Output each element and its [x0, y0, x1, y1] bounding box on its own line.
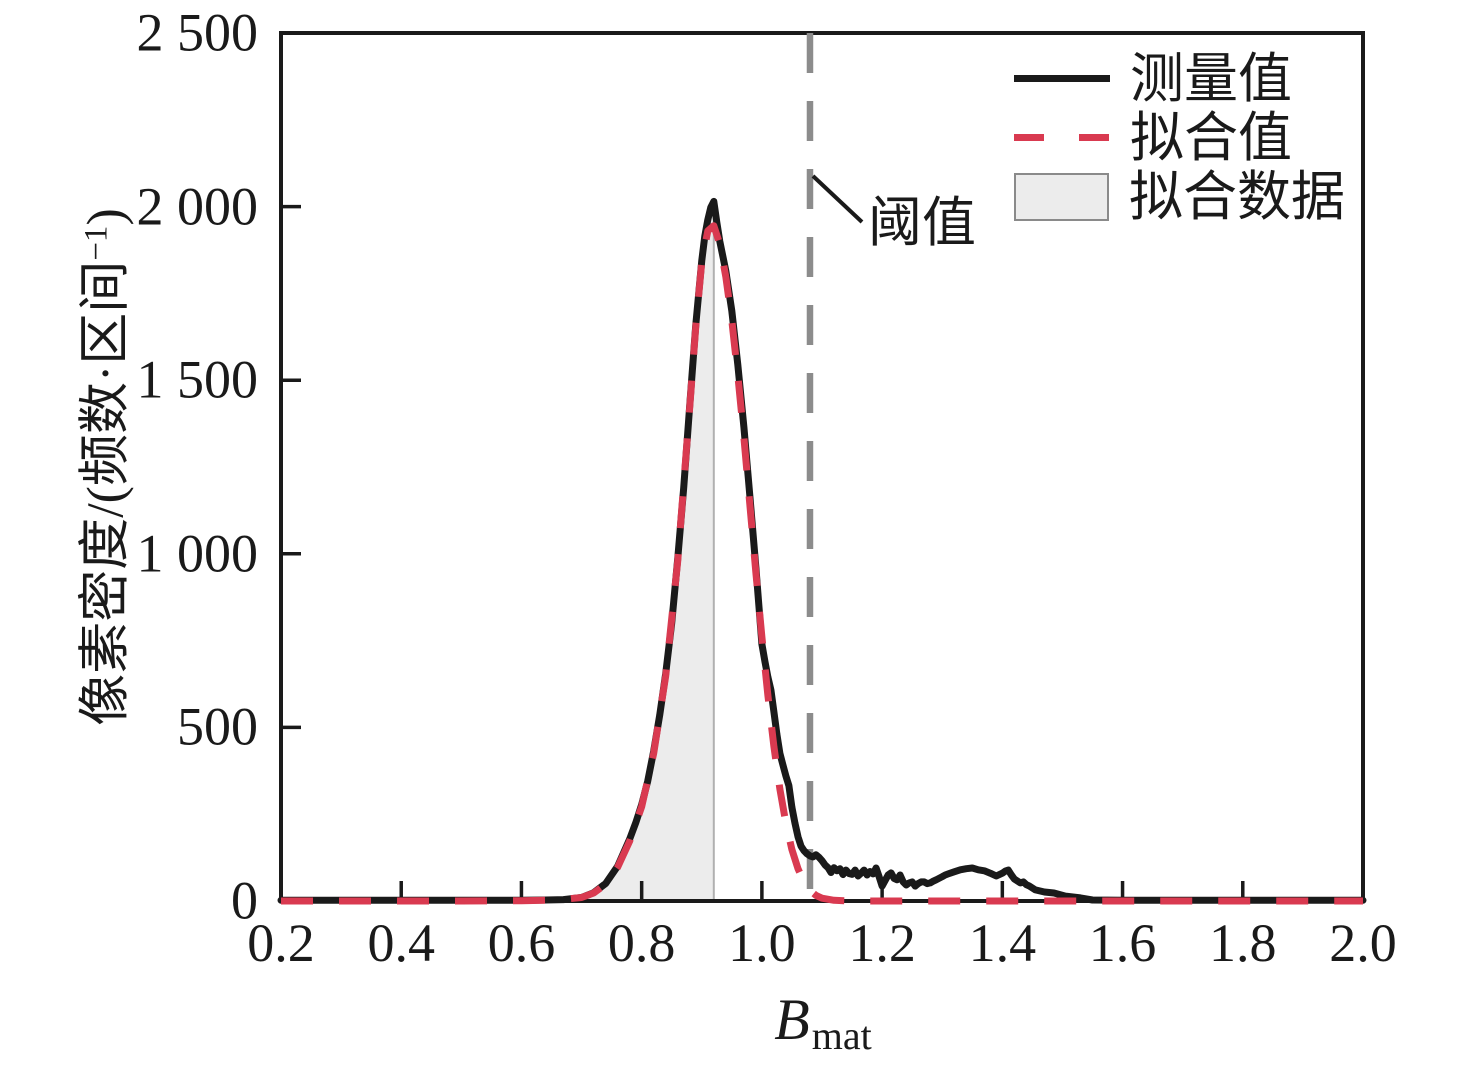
- legend-label-fitted: 拟合值: [1130, 107, 1292, 168]
- y-tick-label: 1 500: [136, 349, 259, 410]
- threshold-annotation-label: 阈值: [868, 193, 976, 253]
- legend-label-measured: 测量值: [1130, 48, 1292, 109]
- x-tick-label: 0.8: [607, 913, 676, 973]
- x-tick-label: 0.2: [247, 913, 315, 973]
- fitted-curve: [281, 222, 1363, 905]
- y-tick-label: 2 000: [136, 175, 259, 236]
- x-tick-label: 1.2: [848, 913, 916, 973]
- x-tick-label: 2.0: [1329, 913, 1397, 973]
- y-tick-label: 2 500: [136, 2, 259, 63]
- shaded-area-swatch: [1014, 172, 1109, 221]
- y-tick-label: 0: [231, 870, 258, 931]
- x-tick-label: 0.4: [367, 913, 435, 973]
- y-axis-title-superscript: −1: [78, 225, 115, 261]
- threshold-pointer-line: [811, 174, 864, 224]
- y-tick-label: 1 000: [136, 523, 259, 584]
- y-tick-label: 500: [177, 696, 258, 757]
- legend-label-fit-data: 拟合数据: [1129, 166, 1345, 227]
- x-axis-title-symbol: B: [774, 987, 810, 1052]
- legend-item-measured: 测量值: [1014, 49, 1345, 108]
- legend-item-fitted: 拟合值: [1014, 108, 1345, 167]
- x-axis-title-subscript: mat: [811, 1013, 872, 1058]
- y-axis-title: 像素密度/(频数·区间−1): [63, 208, 138, 726]
- x-tick-label: 1.6: [1088, 913, 1157, 973]
- x-tick-label: 0.6: [487, 913, 556, 973]
- legend: 测量值 拟合值 拟合数据: [1014, 49, 1345, 226]
- x-tick-label: 1.4: [968, 913, 1037, 973]
- x-tick-label: 1.0: [728, 913, 796, 973]
- measured-curve: [277, 197, 1367, 904]
- x-axis-title: Bmat: [774, 986, 871, 1058]
- dashed-line-swatch: [1014, 134, 1110, 141]
- x-tick-label: 1.8: [1209, 913, 1277, 973]
- solid-line-swatch: [1014, 75, 1110, 82]
- legend-item-fit-data: 拟合数据: [1014, 167, 1345, 226]
- fit-data-shaded-area: [557, 200, 715, 902]
- y-axis-title-text: 像素密度/(频数·区间: [77, 260, 135, 726]
- y-axis-title-suffix: ): [77, 208, 135, 226]
